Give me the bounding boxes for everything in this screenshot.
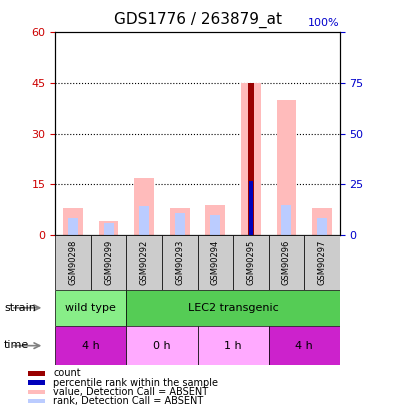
- Text: count: count: [53, 369, 81, 378]
- Bar: [55, 235, 91, 290]
- Text: strain: strain: [4, 303, 36, 313]
- Text: time: time: [4, 341, 29, 350]
- Bar: [28, 399, 45, 403]
- Bar: [68, 218, 78, 235]
- Bar: [248, 83, 254, 235]
- Bar: [55, 290, 126, 326]
- Bar: [99, 222, 118, 235]
- Bar: [205, 205, 225, 235]
- Text: GDS1776 / 263879_at: GDS1776 / 263879_at: [113, 12, 282, 28]
- Text: value, Detection Call = ABSENT: value, Detection Call = ABSENT: [53, 387, 209, 397]
- Text: wild type: wild type: [66, 303, 116, 313]
- Text: rank, Detection Call = ABSENT: rank, Detection Call = ABSENT: [53, 396, 203, 405]
- Bar: [249, 181, 253, 235]
- Bar: [233, 235, 269, 290]
- Text: percentile rank within the sample: percentile rank within the sample: [53, 378, 218, 388]
- Text: GSM90292: GSM90292: [140, 240, 149, 285]
- Bar: [139, 206, 149, 235]
- Bar: [28, 371, 45, 376]
- Bar: [276, 100, 296, 235]
- Bar: [198, 326, 269, 365]
- Text: GSM90294: GSM90294: [211, 240, 220, 285]
- Text: GSM90296: GSM90296: [282, 239, 291, 285]
- Bar: [304, 235, 340, 290]
- Text: GSM90297: GSM90297: [318, 239, 326, 285]
- Bar: [170, 208, 190, 235]
- Text: GSM90293: GSM90293: [175, 239, 184, 285]
- Text: 4 h: 4 h: [295, 341, 313, 351]
- Bar: [210, 215, 220, 235]
- Bar: [241, 83, 261, 235]
- Bar: [162, 235, 198, 290]
- Bar: [198, 235, 233, 290]
- Text: LEC2 transgenic: LEC2 transgenic: [188, 303, 278, 313]
- Bar: [281, 205, 292, 235]
- Bar: [312, 208, 332, 235]
- Text: GSM90295: GSM90295: [246, 240, 255, 285]
- Bar: [91, 235, 126, 290]
- Text: GSM90299: GSM90299: [104, 240, 113, 285]
- Bar: [317, 218, 327, 235]
- Bar: [63, 208, 83, 235]
- Bar: [55, 326, 126, 365]
- Bar: [175, 213, 185, 235]
- Bar: [126, 290, 340, 326]
- Bar: [126, 326, 198, 365]
- Bar: [126, 235, 162, 290]
- Bar: [28, 380, 45, 385]
- Text: GSM90298: GSM90298: [69, 239, 77, 285]
- Bar: [269, 326, 340, 365]
- Bar: [269, 235, 304, 290]
- Bar: [134, 177, 154, 235]
- Text: 100%: 100%: [308, 18, 340, 28]
- Text: 4 h: 4 h: [82, 341, 100, 351]
- Text: 1 h: 1 h: [224, 341, 242, 351]
- Bar: [28, 390, 45, 394]
- Bar: [103, 223, 114, 235]
- Text: 0 h: 0 h: [153, 341, 171, 351]
